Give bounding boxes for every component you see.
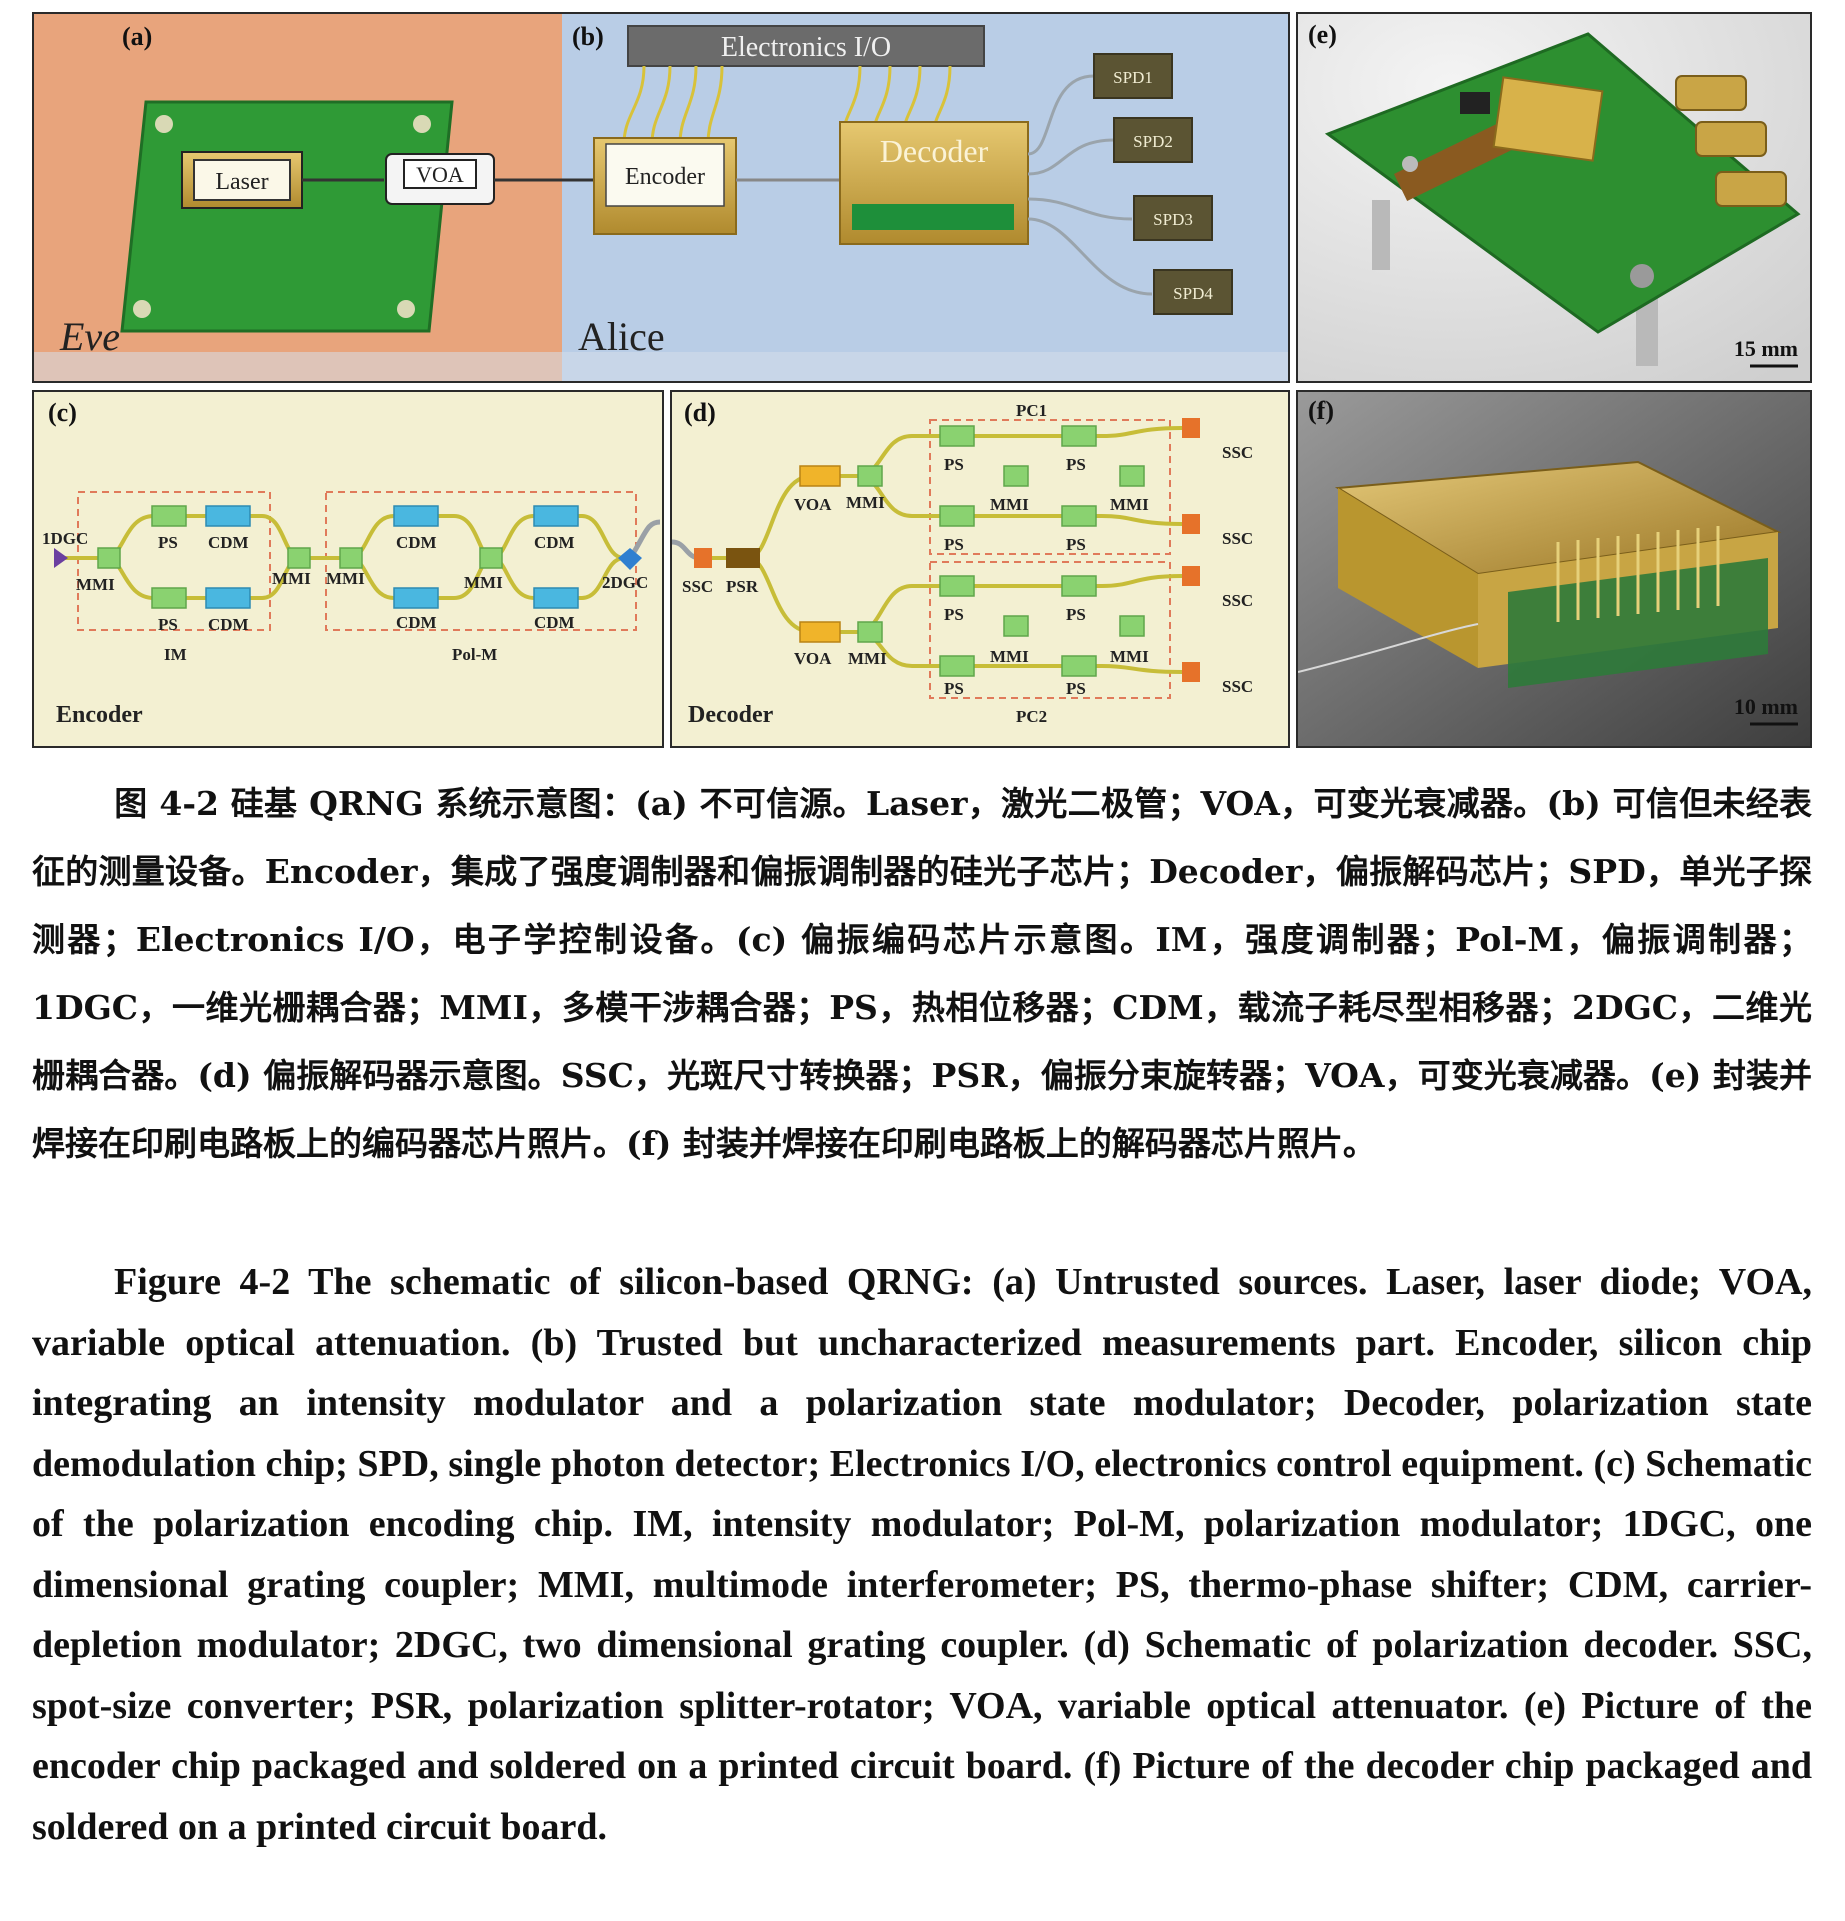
encoder-gold-package: [1492, 76, 1604, 162]
decoder-photo: 10 mm: [1298, 392, 1810, 746]
grating-1d-icon: [54, 548, 68, 568]
spd2-box: [1113, 117, 1193, 163]
caption-en-lead: Figure 4-2 The schematic of silicon-base…: [114, 1261, 993, 1303]
label-voa-2: VOA: [794, 649, 832, 668]
spd3-box: [1133, 195, 1213, 241]
caption-chinese: 图 4-2 硅基 QRNG 系统示意图：(a) 不可信源。Laser，激光二极管…: [32, 770, 1812, 1178]
system-schematic-svg: Laser VOA Electronics I/O Encoder Decode…: [34, 14, 1288, 381]
label-mmi-3: MMI: [326, 569, 365, 588]
label-mmi-4: MMI: [464, 573, 503, 592]
label-mmi-d3: MMI: [990, 495, 1029, 514]
label-polm: Pol-M: [452, 645, 497, 664]
label-ssc-1: SSC: [1222, 443, 1253, 462]
ssc-input: [694, 548, 712, 568]
label-ssc-2: SSC: [1222, 529, 1253, 548]
label-cdm-4: CDM: [396, 613, 437, 632]
spd1-label: SPD1: [1113, 68, 1153, 87]
label-mmi-d1: MMI: [846, 493, 885, 512]
im-box: [77, 491, 271, 631]
label-psr: PSR: [726, 577, 759, 596]
spd3-label: SPD3: [1153, 210, 1193, 229]
label-ps-d4: PS: [1066, 535, 1086, 554]
panel-c: 1DGC MMI PS CDM PS CDM IM MMI MMI CDM CD…: [32, 390, 664, 748]
label-mmi-d4: MMI: [1110, 495, 1149, 514]
scale-e: 15 mm: [1734, 336, 1798, 361]
label-cdm-6: CDM: [534, 613, 575, 632]
encoder-photo: 15 mm: [1298, 14, 1810, 381]
decoder-chip-svg: SSC PSR VOA MMI VOA MMI PC1 PS PS MMI MM…: [672, 401, 1253, 728]
label-ps-d1: PS: [944, 455, 964, 474]
label-cdm-5: CDM: [534, 533, 575, 552]
label-ssc-4: SSC: [1222, 677, 1253, 696]
panel-c-label: (c): [48, 398, 77, 427]
voa-top: [799, 465, 841, 487]
label-ps-d5: PS: [944, 605, 964, 624]
panel-e-label: (e): [1308, 20, 1337, 49]
grating-2d-icon: [618, 548, 642, 570]
label-2dgc: 2DGC: [602, 573, 648, 592]
label-ps-1: PS: [158, 533, 178, 552]
spd1-box: [1093, 53, 1173, 99]
decoder-title: Decoder: [688, 702, 774, 728]
caption-english: Figure 4-2 The schematic of silicon-base…: [32, 1252, 1812, 1857]
label-1dgc: 1DGC: [42, 529, 88, 548]
label-ps-d8: PS: [1066, 679, 1086, 698]
label-mmi-d2: MMI: [848, 649, 887, 668]
panel-ab: Laser VOA Electronics I/O Encoder Decode…: [32, 12, 1290, 383]
spd4-box: [1153, 269, 1233, 315]
label-mmi-d5: MMI: [990, 647, 1029, 666]
panel-f: 10 mm (f): [1296, 390, 1812, 748]
panel-d: SSC PSR VOA MMI VOA MMI PC1 PS PS MMI MM…: [670, 390, 1290, 748]
label-ps-d3: PS: [944, 535, 964, 554]
label-ps-d6: PS: [1066, 605, 1086, 624]
label-pc2: PC2: [1016, 707, 1047, 726]
caption-en-body: (a) Untrusted sources. Laser, laser diod…: [32, 1261, 1812, 1848]
label-cdm-1: CDM: [208, 533, 249, 552]
voa-bottom: [799, 621, 841, 643]
voa-label: VOA: [416, 162, 464, 187]
panel-d-label: (d): [684, 398, 716, 427]
label-pc1: PC1: [1016, 401, 1047, 420]
encoder-chip-svg: 1DGC MMI PS CDM PS CDM IM MMI MMI CDM CD…: [42, 491, 661, 728]
alice-label: Alice: [578, 314, 665, 359]
label-ssc-in: SSC: [682, 577, 713, 596]
caption-cn-lead: 图 4-2 硅基 QRNG 系统示意图：: [114, 784, 636, 823]
encoder-label: Encoder: [625, 164, 705, 190]
panel-b-label: (b): [572, 22, 604, 51]
panel-a-label: (a): [122, 22, 153, 51]
pc1-box: [929, 419, 1171, 555]
label-cdm-2: CDM: [208, 615, 249, 634]
spd2-label: SPD2: [1133, 132, 1173, 151]
encoder-title: Encoder: [56, 702, 143, 728]
label-ps-d7: PS: [944, 679, 964, 698]
scale-f: 10 mm: [1734, 694, 1798, 719]
label-mmi-1: MMI: [76, 575, 115, 594]
electronics-io-label: Electronics I/O: [721, 32, 891, 63]
label-im: IM: [164, 645, 187, 664]
label-voa-1: VOA: [794, 495, 832, 514]
psr-box: [726, 548, 760, 568]
pc2-box: [929, 561, 1171, 699]
label-mmi-2: MMI: [272, 569, 311, 588]
label-ps-2: PS: [158, 615, 178, 634]
spd4-label: SPD4: [1173, 284, 1213, 303]
panel-f-label: (f): [1308, 396, 1334, 425]
label-ssc-3: SSC: [1222, 591, 1253, 610]
label-ps-d2: PS: [1066, 455, 1086, 474]
decoder-label: Decoder: [880, 133, 989, 169]
laser-label: Laser: [215, 169, 268, 195]
pcb-board: [1324, 32, 1801, 334]
label-cdm-3: CDM: [396, 533, 437, 552]
caption-cn-body: (a) 不可信源。Laser，激光二极管；VOA，可变光衰减器。(b) 可信但未…: [32, 784, 1812, 1163]
eve-label: Eve: [59, 314, 120, 359]
panel-e: 15 mm (e): [1296, 12, 1812, 383]
label-mmi-d6: MMI: [1110, 647, 1149, 666]
eve-pcb: [120, 100, 454, 333]
electronics-io: [627, 25, 985, 67]
